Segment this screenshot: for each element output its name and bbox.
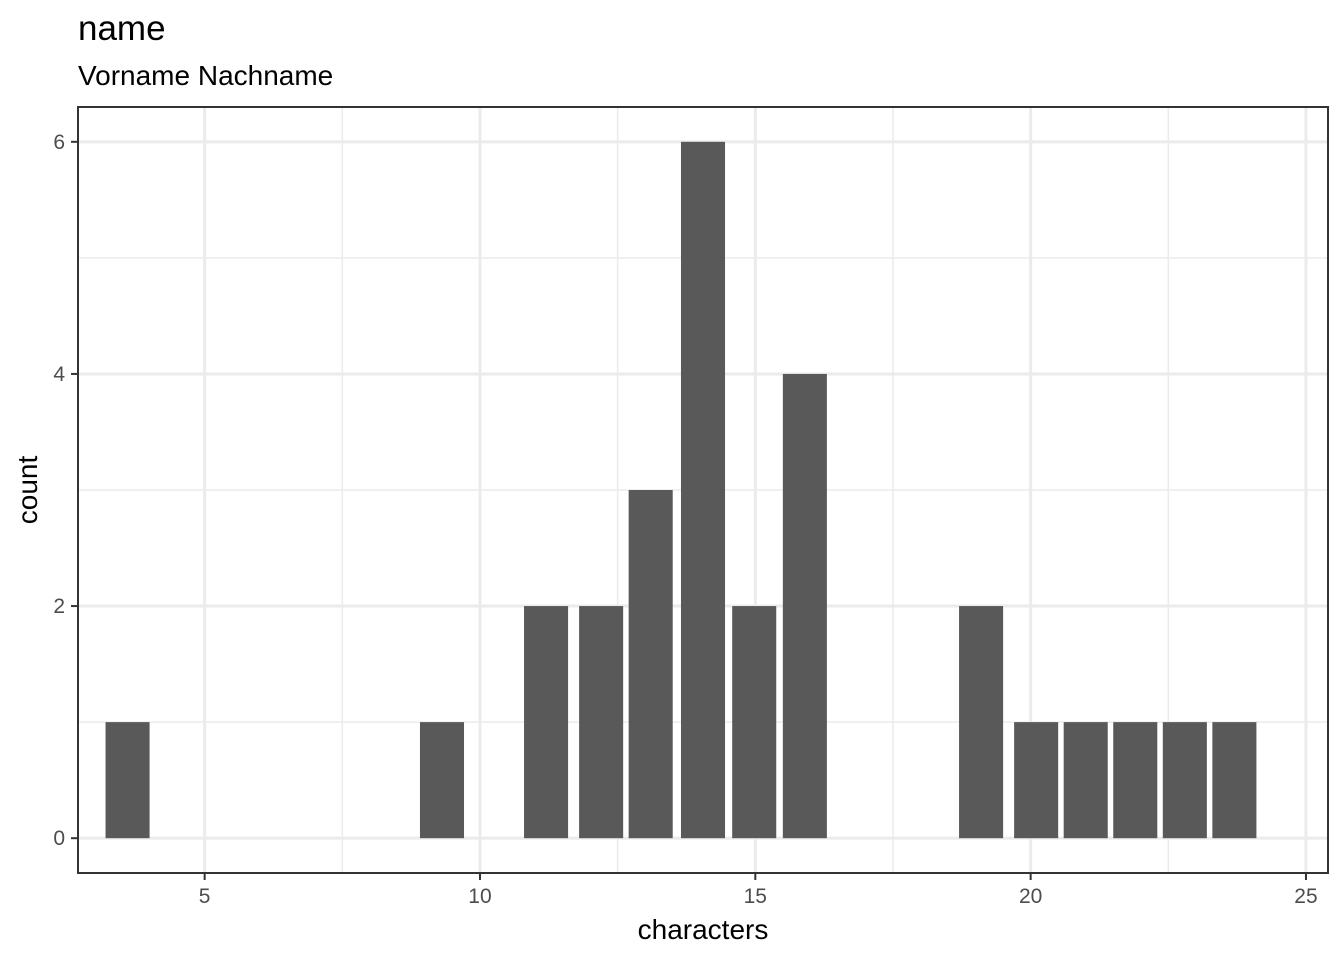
x-tick-label: 10 xyxy=(468,885,491,908)
y-axis-title: count xyxy=(12,456,43,525)
y-axis-ticks: 0 2 4 6 xyxy=(53,131,78,850)
x-tick-label: 5 xyxy=(199,885,211,908)
histogram-bar xyxy=(680,141,726,839)
x-axis-title: characters xyxy=(638,914,769,945)
x-tick-label: 20 xyxy=(1019,885,1042,908)
histogram-bar xyxy=(1063,722,1108,839)
histogram-bar xyxy=(1212,722,1257,839)
y-tick-label: 2 xyxy=(53,595,65,618)
histogram-bar xyxy=(105,722,150,839)
histogram-bar xyxy=(1162,722,1207,839)
chart-title: name xyxy=(78,9,166,48)
histogram-bar xyxy=(1113,722,1158,839)
x-tick-label: 15 xyxy=(744,885,767,908)
histogram-bar xyxy=(579,606,624,839)
histogram-bar xyxy=(524,606,569,839)
x-axis-ticks: 5 10 15 20 25 xyxy=(199,873,1318,908)
y-tick-label: 4 xyxy=(53,363,65,386)
histogram-bar xyxy=(1014,722,1059,839)
y-tick-label: 6 xyxy=(53,131,65,154)
plot-panel-border xyxy=(77,106,1329,874)
histogram-bar xyxy=(959,606,1004,839)
histogram-bar xyxy=(628,490,673,839)
x-tick-label: 25 xyxy=(1294,885,1317,908)
y-tick-label: 0 xyxy=(53,827,65,850)
bars xyxy=(105,141,1257,839)
chart-subtitle: Vorname Nachname xyxy=(78,60,333,91)
histogram-bar xyxy=(732,606,777,839)
histogram-bar xyxy=(419,722,465,839)
histogram-bar xyxy=(782,373,827,839)
